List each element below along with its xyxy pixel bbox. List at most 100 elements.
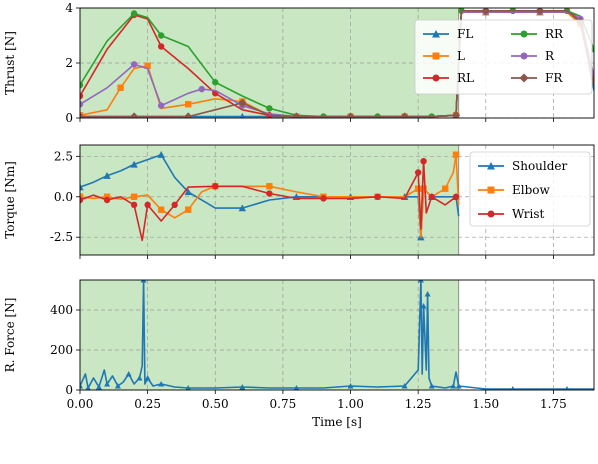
- data-point: [95, 384, 102, 390]
- data-point: [428, 193, 435, 200]
- data-point: [157, 43, 165, 50]
- series-line-force: [80, 280, 594, 390]
- data-point: [129, 112, 139, 118]
- data-point: [535, 8, 545, 15]
- data-point: [420, 157, 427, 165]
- data-point: [144, 375, 151, 381]
- legend-marker: [487, 210, 495, 218]
- data-point: [185, 101, 192, 108]
- data-point: [125, 371, 132, 377]
- data-point: [347, 383, 354, 389]
- x-tick-label: 1.50: [472, 397, 499, 411]
- y-tick-label: 0: [65, 111, 73, 125]
- data-point: [184, 188, 192, 196]
- legend-label: RL: [457, 71, 474, 85]
- data-point: [80, 193, 84, 200]
- data-point: [417, 280, 424, 283]
- legend-label: RR: [545, 27, 564, 41]
- x-tick-label: 0.25: [134, 397, 161, 411]
- data-point: [184, 112, 193, 118]
- y-axis-label: Torque [Nm]: [3, 161, 17, 239]
- y-axis-label: Thrust [N]: [3, 31, 17, 95]
- data-point: [320, 195, 327, 202]
- data-point: [401, 383, 408, 389]
- shaded-region: [80, 280, 459, 390]
- data-point: [103, 172, 111, 179]
- data-point: [510, 386, 516, 390]
- data-point: [80, 196, 84, 204]
- x-tick-label: 1.00: [337, 397, 364, 411]
- data-point: [239, 112, 246, 118]
- legend-label: FL: [457, 27, 473, 41]
- series-group: [80, 151, 460, 242]
- data-point: [80, 183, 84, 191]
- data-point: [104, 381, 111, 387]
- data-point: [80, 92, 84, 100]
- data-point: [80, 383, 83, 389]
- data-point: [292, 112, 301, 118]
- data-point: [238, 98, 247, 108]
- legend-box: [469, 151, 591, 227]
- series-group: [80, 8, 594, 118]
- data-point: [266, 190, 273, 197]
- legend-box: [414, 19, 593, 95]
- legend-label: R: [545, 49, 555, 63]
- data-point: [564, 386, 570, 390]
- data-point: [157, 32, 165, 39]
- data-point: [198, 85, 205, 93]
- data-point: [117, 84, 124, 91]
- data-point: [85, 385, 91, 390]
- legend-marker: [487, 162, 495, 170]
- data-point: [451, 111, 461, 118]
- data-point: [346, 112, 355, 118]
- series-line-wrist: [80, 160, 459, 242]
- legend-label: Elbow: [512, 183, 551, 197]
- data-point: [144, 201, 151, 209]
- data-point: [212, 79, 219, 86]
- data-point: [266, 105, 273, 112]
- data-point: [239, 384, 246, 390]
- data-point: [185, 385, 191, 390]
- y-tick-label: 4: [65, 1, 73, 15]
- data-point: [414, 169, 422, 176]
- legend-marker: [520, 30, 528, 38]
- data-point: [452, 193, 460, 200]
- data-point: [450, 383, 457, 389]
- legend-label: FR: [545, 71, 563, 85]
- data-point: [420, 185, 427, 192]
- y-tick-label: 0: [65, 383, 73, 397]
- data-point: [130, 61, 138, 68]
- y-tick-label: 0.0: [54, 190, 73, 204]
- data-point: [452, 151, 460, 158]
- data-point: [400, 112, 409, 118]
- data-point: [414, 185, 422, 192]
- y-tick-label: -2.5: [50, 230, 73, 244]
- legend: Shoulder Elbow Wrist: [469, 151, 591, 227]
- data-point: [80, 81, 84, 89]
- torque-panel: -2.5 0.0 2.5 Torque [Nm] Shoulder Elbow Wrist: [3, 144, 595, 259]
- data-point: [130, 10, 138, 17]
- data-point: [420, 303, 427, 309]
- x-axis-label: Time [s]: [312, 415, 362, 429]
- y-tick-label: 200: [50, 343, 73, 357]
- data-point: [144, 62, 151, 69]
- y-axis-label: R. Force [N]: [3, 298, 17, 373]
- data-point: [80, 112, 85, 118]
- data-point: [157, 151, 165, 158]
- x-tick-label: 0.00: [67, 397, 94, 411]
- legend-label: Wrist: [512, 207, 545, 221]
- y-tick-label: 400: [50, 303, 73, 317]
- data-point: [455, 383, 462, 389]
- data-point: [157, 206, 165, 213]
- legend-marker: [432, 74, 440, 82]
- data-point: [424, 291, 431, 297]
- data-point: [266, 183, 273, 190]
- series-group: [80, 280, 594, 390]
- data-point: [140, 280, 147, 283]
- data-point: [158, 381, 165, 387]
- x-tick-label: 1.75: [540, 397, 567, 411]
- data-point: [136, 375, 143, 381]
